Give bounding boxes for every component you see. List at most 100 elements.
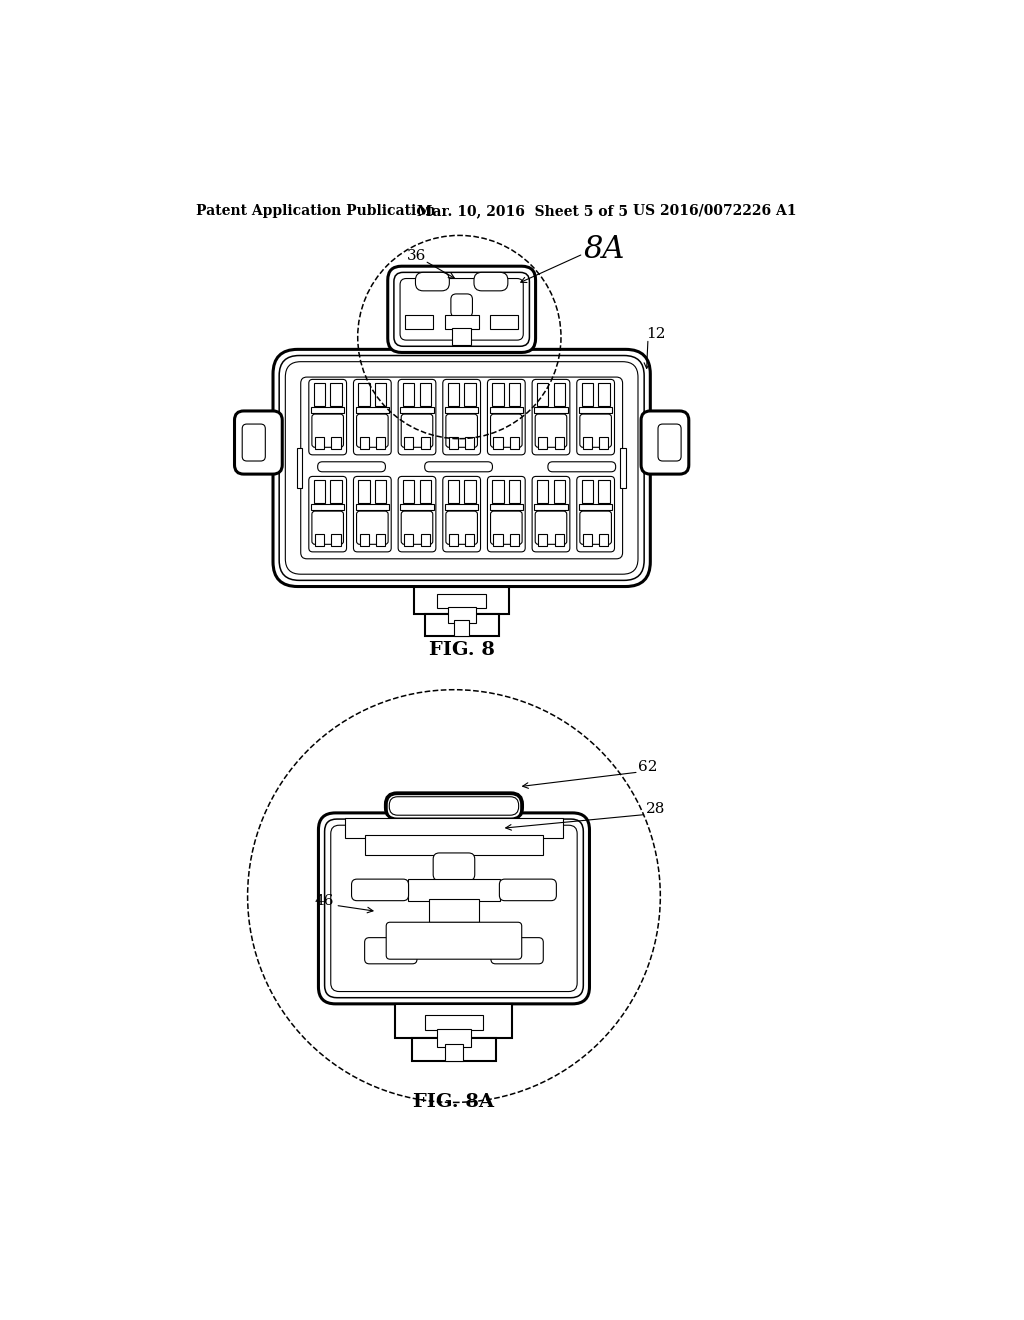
FancyBboxPatch shape [273,350,650,586]
FancyBboxPatch shape [445,511,477,544]
FancyBboxPatch shape [442,477,480,552]
FancyBboxPatch shape [398,477,436,552]
Bar [421,533,430,546]
FancyBboxPatch shape [451,294,472,317]
Text: Patent Application Publication: Patent Application Publication [196,203,435,218]
FancyBboxPatch shape [548,462,615,471]
FancyBboxPatch shape [445,414,477,447]
FancyBboxPatch shape [312,414,343,447]
Bar [454,620,469,636]
Bar [580,504,612,510]
Text: 12: 12 [646,327,666,341]
Bar [554,480,565,503]
Bar [447,607,475,623]
Bar [331,480,342,503]
Bar [493,383,504,405]
Bar [537,383,548,405]
FancyBboxPatch shape [365,937,417,964]
FancyBboxPatch shape [425,462,493,471]
Bar [420,383,431,405]
FancyBboxPatch shape [318,813,590,1003]
Bar [406,315,433,330]
Bar [539,437,547,449]
Bar [598,480,609,503]
Bar [580,408,612,413]
Bar [404,533,414,546]
Bar [582,383,593,405]
FancyBboxPatch shape [487,477,525,552]
FancyBboxPatch shape [433,853,475,880]
Bar [314,437,324,449]
Bar [489,504,523,510]
Bar [445,504,478,510]
Bar [599,533,608,546]
Bar [400,504,433,510]
FancyBboxPatch shape [577,379,614,455]
FancyBboxPatch shape [536,511,566,544]
Bar [539,533,547,546]
FancyBboxPatch shape [658,424,681,461]
FancyBboxPatch shape [416,272,450,290]
FancyBboxPatch shape [487,379,525,455]
Bar [509,383,520,405]
Bar [599,437,608,449]
Bar [493,480,504,503]
Text: US 2016/0072226 A1: US 2016/0072226 A1 [633,203,796,218]
Bar [355,408,389,413]
FancyBboxPatch shape [500,879,556,900]
FancyBboxPatch shape [317,462,385,471]
Bar [598,383,609,405]
Bar [510,437,519,449]
FancyBboxPatch shape [398,379,436,455]
FancyBboxPatch shape [490,937,544,964]
Bar [358,480,370,503]
FancyBboxPatch shape [234,411,283,474]
Bar [313,383,325,405]
Bar [345,817,563,838]
Bar [403,480,415,503]
FancyBboxPatch shape [536,414,566,447]
Bar [583,533,592,546]
Bar [366,836,543,855]
Bar [449,437,458,449]
FancyBboxPatch shape [442,379,480,455]
FancyBboxPatch shape [356,414,388,447]
FancyBboxPatch shape [401,414,433,447]
Bar [494,437,503,449]
Bar [509,480,520,503]
FancyBboxPatch shape [353,477,391,552]
FancyBboxPatch shape [351,879,409,900]
Bar [429,899,478,923]
Text: FIG. 8: FIG. 8 [429,640,495,659]
Bar [445,408,478,413]
Circle shape [248,689,660,1102]
Text: 28: 28 [646,803,666,816]
Bar [489,408,523,413]
Bar [359,437,369,449]
Text: 62: 62 [638,760,657,774]
Bar [311,408,344,413]
Bar [395,1003,512,1038]
FancyBboxPatch shape [356,511,388,544]
Bar [358,383,370,405]
Bar [535,504,567,510]
FancyBboxPatch shape [388,267,536,352]
Bar [425,1015,483,1030]
Bar [400,408,433,413]
Bar [466,533,474,546]
Bar [555,533,564,546]
FancyBboxPatch shape [577,477,614,552]
Bar [444,315,478,330]
Bar [375,383,386,405]
Bar [464,480,475,503]
Bar [447,383,459,405]
Bar [420,480,431,503]
FancyBboxPatch shape [580,511,611,544]
Bar [582,480,593,503]
Bar [510,533,519,546]
Bar [466,437,474,449]
Bar [421,437,430,449]
Text: 46: 46 [314,895,335,908]
Bar [437,594,486,609]
Bar [425,614,499,636]
